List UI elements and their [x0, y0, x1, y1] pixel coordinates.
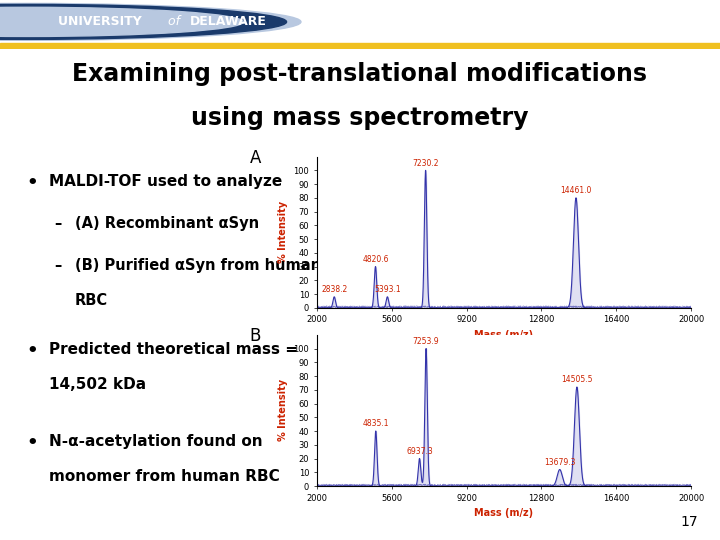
- Text: •: •: [26, 342, 37, 360]
- Text: 17: 17: [681, 515, 698, 529]
- Text: N-α-acetylation found on: N-α-acetylation found on: [49, 434, 263, 449]
- Text: (B) Purified αSyn from human: (B) Purified αSyn from human: [75, 258, 321, 273]
- Text: –: –: [55, 216, 62, 231]
- Text: UNIVERSITY: UNIVERSITY: [58, 15, 145, 29]
- Bar: [0, 43, 720, 49]
- Y-axis label: % Intensity: % Intensity: [278, 201, 288, 264]
- Text: Predicted theoretical mass =: Predicted theoretical mass =: [49, 342, 298, 357]
- Text: using mass spectrometry: using mass spectrometry: [192, 106, 528, 130]
- Text: Examining post-translational modifications: Examining post-translational modificatio…: [73, 62, 647, 86]
- Text: DELAWARE: DELAWARE: [190, 15, 267, 29]
- Text: A: A: [249, 149, 261, 167]
- Text: B: B: [249, 327, 261, 345]
- Text: 13679.3: 13679.3: [544, 458, 575, 467]
- Text: 7230.2: 7230.2: [413, 159, 438, 167]
- Text: 7253.9: 7253.9: [413, 337, 439, 346]
- Text: 14505.5: 14505.5: [561, 375, 593, 384]
- Circle shape: [0, 4, 287, 39]
- Text: 5393.1: 5393.1: [374, 285, 401, 294]
- Text: 14,502 kDa: 14,502 kDa: [49, 377, 146, 393]
- Circle shape: [0, 7, 243, 37]
- Text: (A) Recombinant αSyn: (A) Recombinant αSyn: [75, 216, 259, 231]
- Text: MALDI-TOF used to analyze: MALDI-TOF used to analyze: [49, 174, 282, 189]
- Text: 4820.6: 4820.6: [362, 255, 389, 264]
- X-axis label: Mass (m/z): Mass (m/z): [474, 330, 534, 340]
- Text: 14461.0: 14461.0: [560, 186, 592, 195]
- Circle shape: [0, 3, 301, 40]
- X-axis label: Mass (m/z): Mass (m/z): [474, 508, 534, 518]
- Text: •: •: [26, 434, 37, 451]
- Y-axis label: % Intensity: % Intensity: [278, 379, 288, 442]
- Text: 6937.3: 6937.3: [406, 447, 433, 456]
- Text: 4835.1: 4835.1: [363, 419, 389, 428]
- Text: •: •: [26, 174, 37, 192]
- Text: 2838.2: 2838.2: [321, 285, 347, 294]
- Text: –: –: [55, 258, 62, 273]
- Text: RBC: RBC: [75, 293, 108, 308]
- Text: of: of: [168, 15, 184, 29]
- Text: monomer from human RBC: monomer from human RBC: [49, 469, 279, 484]
